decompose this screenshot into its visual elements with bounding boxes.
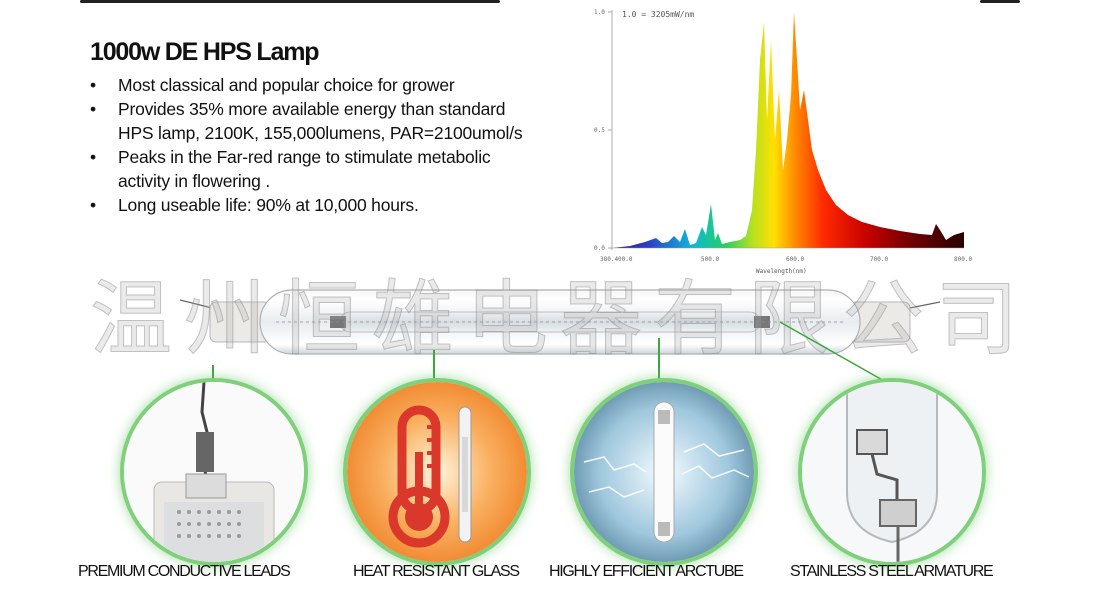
spectrum-graph: 1.0 0.5 0.0 1.0 = 3205mW/nm 380.400.0 50… bbox=[594, 9, 972, 275]
x-tick-label: 380.400.0 bbox=[600, 256, 633, 263]
x-tick-label: 700.0 bbox=[870, 256, 888, 263]
spectrum-curve bbox=[612, 12, 964, 248]
caption-heat-glass: HEAT RESISTANT GLASS bbox=[353, 563, 520, 580]
lamp-illustration bbox=[180, 289, 940, 355]
detail-armature bbox=[798, 378, 986, 566]
x-tick-label: 500.0 bbox=[701, 256, 719, 263]
leader-line-armature bbox=[780, 321, 887, 383]
conductive-leads-image bbox=[124, 382, 304, 562]
watermark-text: 温州恒雄电器有限公司 bbox=[90, 272, 1031, 368]
leader-line-arctube bbox=[658, 338, 660, 382]
thermometer-icon bbox=[388, 405, 450, 548]
feature-item: Provides 35% more available energy than … bbox=[90, 97, 540, 145]
feature-list: Most classical and popular choice for gr… bbox=[90, 73, 540, 217]
x-axis-label: Wavelength(nm) bbox=[756, 268, 807, 275]
product-title: 1000w DE HPS Lamp bbox=[90, 38, 320, 66]
y-tick-label: 1.0 bbox=[594, 9, 605, 16]
detail-arctube bbox=[570, 378, 758, 566]
scale-note: 1.0 = 3205mW/nm bbox=[622, 10, 694, 19]
top-rule-right bbox=[980, 0, 1020, 3]
heat-glass-image bbox=[347, 382, 527, 562]
armature-image bbox=[802, 382, 982, 562]
feature-item: Long useable life: 90% at 10,000 hours. bbox=[90, 193, 540, 217]
x-tick-label: 800.0 bbox=[954, 256, 972, 263]
feature-item: Most classical and popular choice for gr… bbox=[90, 73, 540, 97]
x-tick-label: 600.0 bbox=[786, 256, 804, 263]
detail-conductive-leads bbox=[120, 378, 308, 566]
top-rule-left bbox=[80, 0, 500, 3]
leader-line-glass bbox=[433, 350, 435, 382]
caption-arctube: HIGHLY EFFICIENT ARCTUBE bbox=[549, 563, 744, 580]
caption-armature: STAINLESS STEEL ARMATURE bbox=[790, 563, 994, 580]
arctube-image bbox=[574, 382, 754, 562]
feature-item: Peaks in the Far-red range to stimulate … bbox=[90, 145, 540, 193]
y-tick-label: 0.5 bbox=[594, 127, 605, 134]
y-tick-label: 0.0 bbox=[594, 245, 605, 252]
detail-heat-glass bbox=[343, 378, 531, 566]
mini-lamp-icon bbox=[458, 406, 472, 543]
caption-conductive-leads: PREMIUM CONDUCTIVE LEADS bbox=[78, 563, 291, 580]
spec-block: 1000w DE HPS Lamp Most classical and pop… bbox=[90, 38, 540, 217]
